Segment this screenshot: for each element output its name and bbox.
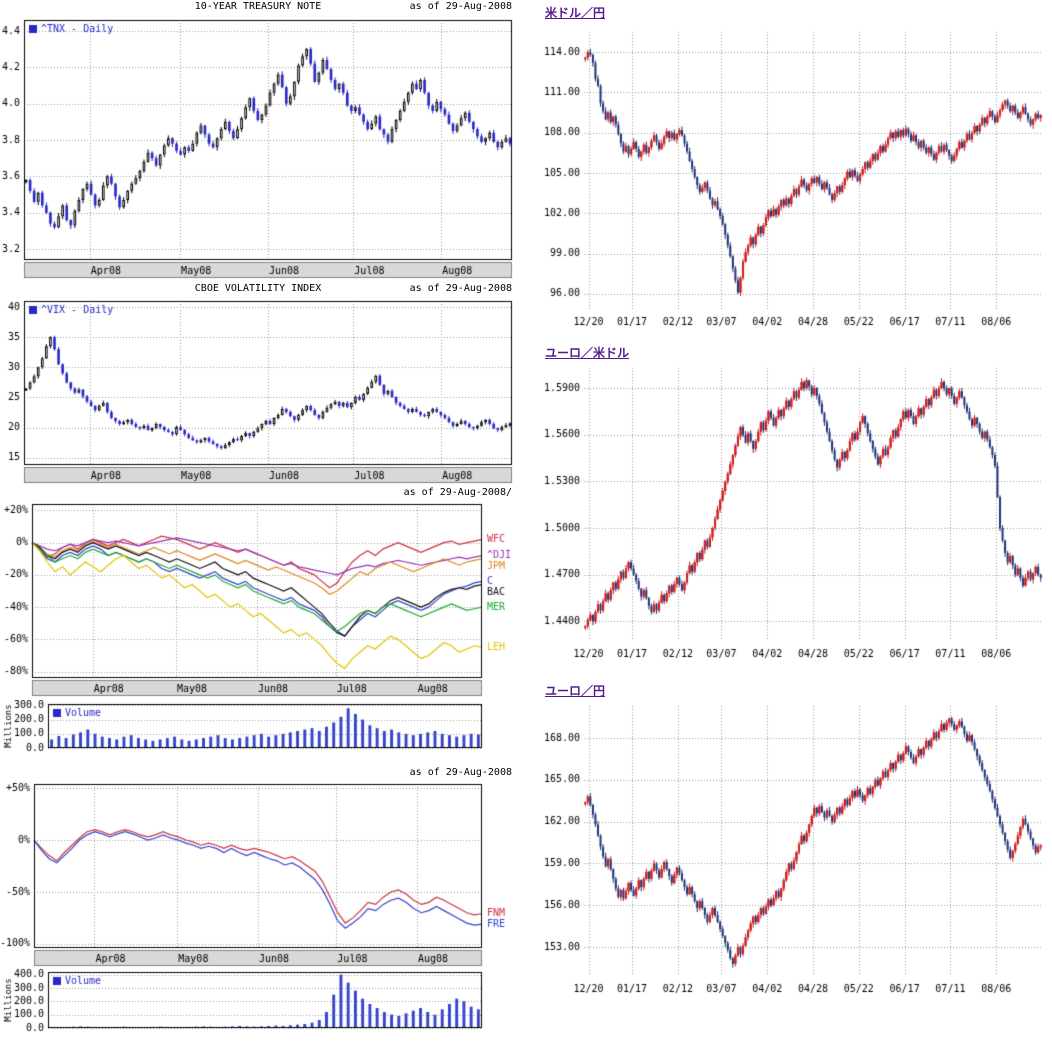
banks-volume-canvas: [0, 700, 516, 758]
fnm-fre-panel: as of 29-Aug-2008: [0, 766, 516, 968]
fnm-fre-header: as of 29-Aug-2008: [0, 766, 516, 780]
fnm-fre-line-canvas: [0, 780, 516, 968]
tnx-header: 10-YEAR TREASURY NOTE as of 29-Aug-2008: [0, 0, 516, 14]
usdjpy-panel: 米ドル／円: [540, 2, 1052, 338]
banks-header: as of 29-Aug-2008/: [0, 486, 516, 500]
tnx-asof-label: as of 29-Aug-2008: [409, 1, 512, 12]
fnm-fre-asof-label: as of 29-Aug-2008: [409, 767, 512, 778]
vix-chart-title: CBOE VOLATILITY INDEX: [194, 283, 322, 294]
vix-asof-label: as of 29-Aug-2008: [409, 283, 512, 294]
eurusd-panel: ユーロ／米ドル: [540, 342, 1052, 666]
usdjpy-title-link[interactable]: 米ドル／円: [545, 6, 606, 20]
eurjpy-title-link[interactable]: ユーロ／円: [545, 684, 606, 698]
tnx-panel: 10-YEAR TREASURY NOTE as of 29-Aug-2008: [0, 0, 516, 280]
fnm-fre-volume-panel: [0, 968, 516, 1042]
eurjpy-candlestick-canvas: [540, 698, 1052, 1042]
banks-panel: as of 29-Aug-2008/: [0, 486, 516, 698]
eurusd-candlestick-canvas: [540, 360, 1052, 666]
vix-candlestick-canvas: [0, 296, 516, 486]
usdjpy-candlestick-canvas: [540, 22, 1052, 334]
eurusd-title-link[interactable]: ユーロ／米ドル: [545, 346, 630, 360]
fnm-fre-volume-canvas: [0, 968, 516, 1042]
eurjpy-panel: ユーロ／円: [540, 680, 1052, 1042]
tnx-candlestick-canvas: [0, 14, 516, 280]
vix-panel: CBOE VOLATILITY INDEX as of 29-Aug-2008: [0, 282, 516, 488]
banks-asof-label: as of 29-Aug-2008/: [403, 487, 512, 498]
banks-line-canvas: [0, 500, 516, 698]
vix-header: CBOE VOLATILITY INDEX as of 29-Aug-2008: [0, 282, 516, 296]
banks-volume-panel: [0, 700, 516, 758]
tnx-chart-title: 10-YEAR TREASURY NOTE: [194, 1, 322, 12]
